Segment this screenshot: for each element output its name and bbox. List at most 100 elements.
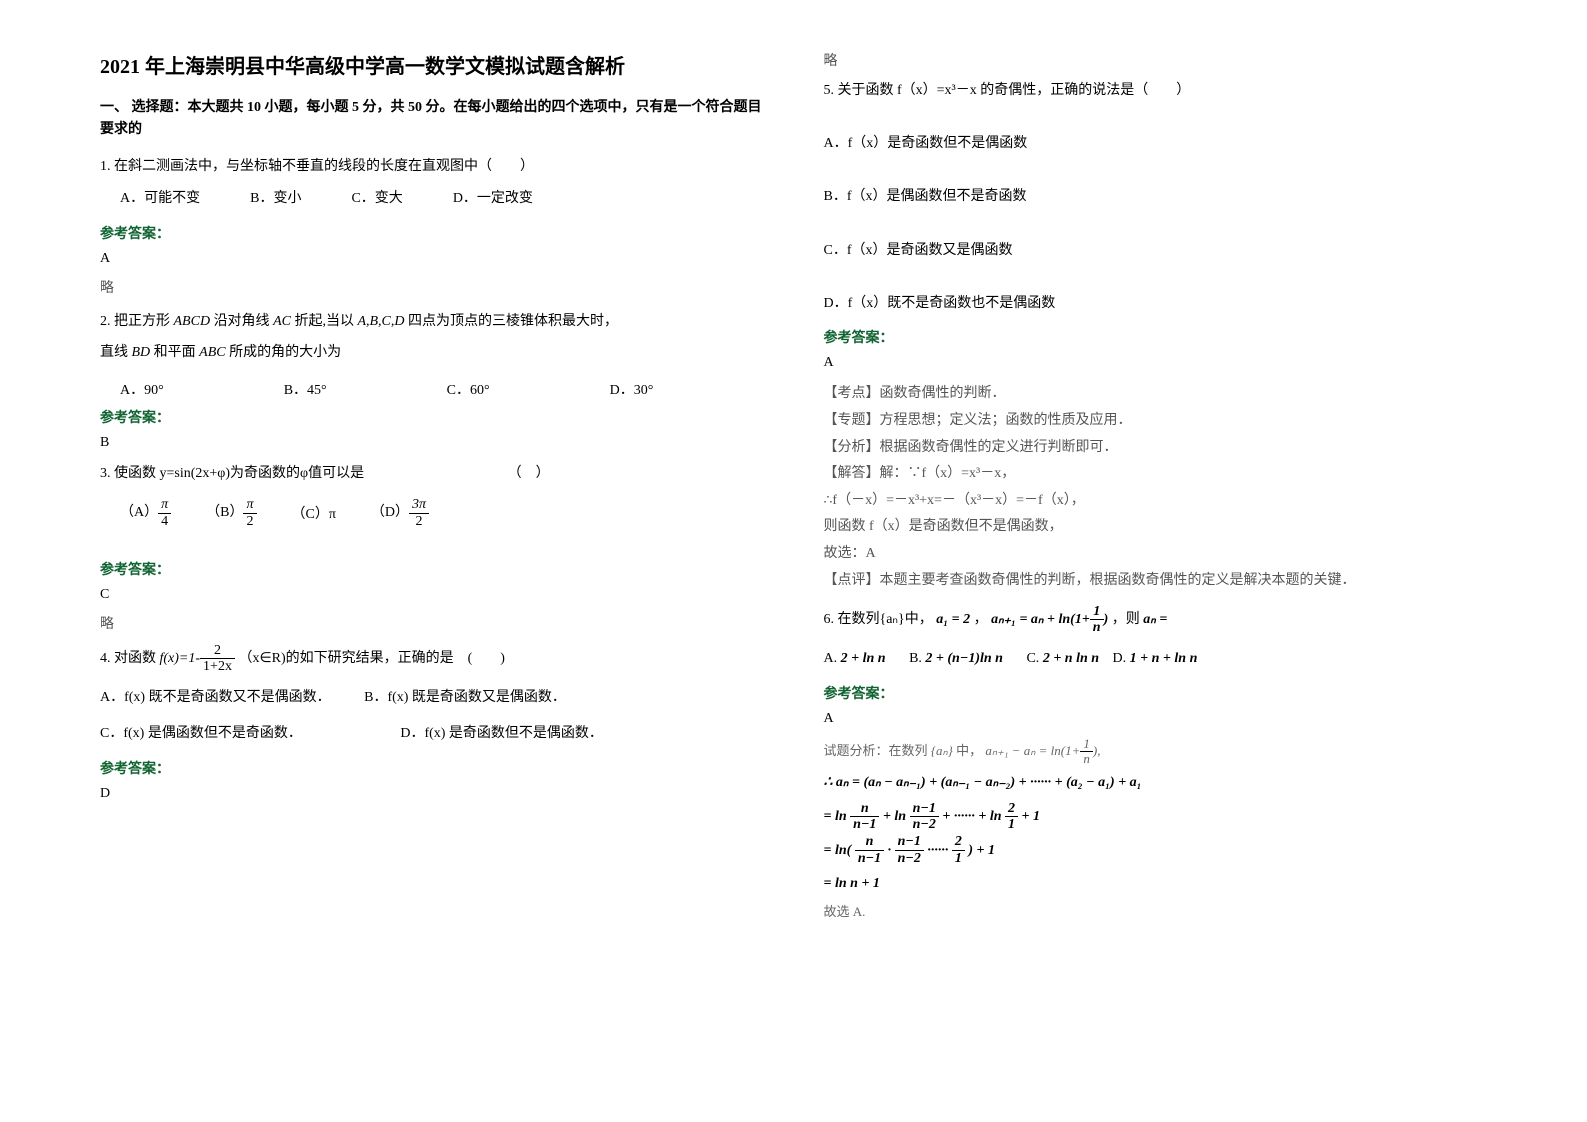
- q5-opt-b: B．f（x）是偶函数但不是奇函数: [824, 184, 1488, 211]
- q5-text: 5. 关于函数 f（x）=x³－x 的奇偶性，正确的说法是（ ）: [824, 78, 1488, 105]
- q4-ans-label: 参考答案：: [100, 758, 764, 778]
- q6-mid2: ，则: [1112, 612, 1140, 627]
- q6-mid1: ，: [974, 612, 988, 627]
- q5-opt-d: D．f（x）既不是奇函数也不是偶函数: [824, 291, 1488, 318]
- q4-pre: 4. 对函数: [100, 651, 156, 666]
- q6-fx-mid: 中，: [956, 743, 982, 758]
- q2-t3: 折起,当以: [291, 314, 358, 329]
- q3-a-pre: （A）: [120, 505, 158, 520]
- q1-options: A．可能不变 B．变小 C．变大 D．一定改变: [100, 186, 764, 213]
- q3-b-pre: （B）: [206, 505, 243, 520]
- q3-opt-b: （B）π2: [206, 497, 256, 529]
- q1-opt-a: A．可能不变: [120, 186, 200, 213]
- q2-l2c: 所成的角的大小为: [226, 345, 342, 360]
- section-1-header: 一、 选择题：本大题共 10 小题，每小题 5 分，共 50 分。在每小题给出的…: [100, 97, 764, 142]
- q3-ans: C: [100, 587, 764, 603]
- q3-blank: （ ）: [508, 466, 550, 481]
- q2-t1: 2. 把正方形: [100, 314, 174, 329]
- question-4: 4. 对函数 f(x)=1-21+2x （x∈R)的如下研究结果，正确的是 ( …: [100, 643, 764, 675]
- q6-opt-b: B. 2 + (n−1)ln n: [909, 651, 1003, 666]
- q6-fx-eq: aₙ₊₁ − aₙ = ln(1+1n),: [985, 743, 1100, 758]
- q6-step3: = ln( nn−1 · n−1n−2 ······ 21 ) + 1: [824, 834, 1488, 868]
- q2-options: A．90° B．45° C．60° D．30°: [100, 379, 764, 399]
- q4-row2: C．f(x) 是偶函数但不是奇函数． D．f(x) 是奇函数但不是偶函数．: [100, 721, 764, 748]
- q3-text: 3. 使函数 y=sin(2x+φ)为奇函数的φ值可以是: [100, 466, 364, 481]
- q4-ans: D: [100, 786, 764, 802]
- q5-ans: A: [824, 355, 1488, 371]
- q6-analysis: 试题分析：在数列 {aₙ} 中， aₙ₊₁ − aₙ = ln(1+1n),: [824, 737, 1488, 767]
- q5-jd2: ∴f（－x）=－x³+x=－（x³－x）=－f（x），: [824, 488, 1488, 515]
- q5-jd1: 【解答】解：∵f（x）=x³－x，: [824, 461, 1488, 488]
- q5-opt-c: C．f（x）是奇函数又是偶函数: [824, 238, 1488, 265]
- question-3: 3. 使函数 y=sin(2x+φ)为奇函数的φ值可以是 （ ）: [100, 461, 764, 488]
- q6-fx-pre: 试题分析：在数列: [824, 743, 928, 758]
- right-note0: 略: [824, 50, 1488, 70]
- q4-post: （x∈R)的如下研究结果，正确的是 ( ): [238, 651, 505, 666]
- question-2: 2. 把正方形 ABCD 沿对角线 AC 折起,当以 A,B,C,D 四点为顶点…: [100, 307, 764, 369]
- q1-opt-d: D．一定改变: [453, 186, 533, 213]
- q2-l2b: 和平面: [150, 345, 199, 360]
- q2-opt-a: A．90°: [120, 379, 164, 399]
- q3-ans-label: 参考答案：: [100, 559, 764, 579]
- q2-t4: 四点为顶点的三棱锥体积最大时，: [405, 314, 619, 329]
- q6-optC-val: 2 + n ln n: [1043, 651, 1099, 666]
- q6-step1: ∴ aₙ = (aₙ − aₙ₋₁) + (aₙ₋₁ − aₙ₋₂) + ···…: [824, 766, 1488, 800]
- q2-l2a: 直线: [100, 345, 132, 360]
- q3-d-pre: （D）: [371, 505, 409, 520]
- q5-kp: 【考点】函数奇偶性的判断．: [824, 381, 1488, 408]
- q4-opt-a: A．f(x) 既不是奇函数又不是偶函数．: [100, 690, 331, 705]
- q4-opt-c: C．f(x) 是偶函数但不是奇函数．: [100, 726, 302, 741]
- question-5: 5. 关于函数 f（x）=x³－x 的奇偶性，正确的说法是（ ） A．f（x）是…: [824, 78, 1488, 317]
- left-column: 2021 年上海崇明县中华高级中学高一数学文模拟试题含解析 一、 选择题：本大题…: [100, 50, 764, 920]
- q6-ans-label: 参考答案：: [824, 683, 1488, 703]
- q6-opt-d: D. 1 + n + ln n: [1113, 651, 1198, 666]
- question-6: 6. 在数列{aₙ}中， a₁ = 2 ， aₙ₊₁ = aₙ + ln(1+1…: [824, 604, 1488, 636]
- q6-options: A. 2 + ln n B. 2 + (n−1)ln n C. 2 + n ln…: [824, 646, 1488, 673]
- q4-opt-d: D．f(x) 是奇函数但不是偶函数．: [400, 726, 603, 741]
- q6-optD-val: 1 + n + ln n: [1130, 651, 1198, 666]
- q2-opt-c: C．60°: [447, 379, 490, 399]
- q6-optB-val: 2 + (n−1)ln n: [925, 651, 1003, 666]
- q2-t2: 沿对角线: [210, 314, 273, 329]
- q2-abcd2: A,B,C,D: [357, 314, 404, 329]
- q1-note: 略: [100, 277, 764, 297]
- q2-ans-label: 参考答案：: [100, 407, 764, 427]
- q3-opt-a: （A）π4: [120, 497, 171, 529]
- q6-fx-set: {aₙ}: [931, 743, 953, 758]
- q6-a1: a₁ = 2: [936, 612, 970, 627]
- question-1: 1. 在斜二测画法中，与坐标轴不垂直的线段的长度在直观图中（ ） A．可能不变 …: [100, 154, 764, 213]
- q6-opt-c: C. 2 + n ln n: [1026, 651, 1099, 666]
- doc-title: 2021 年上海崇明县中华高级中学高一数学文模拟试题含解析: [100, 50, 764, 79]
- q5-jd4: 故选：A: [824, 541, 1488, 568]
- q6-steps: ∴ aₙ = (aₙ − aₙ₋₁) + (aₙ₋₁ − aₙ₋₂) + ···…: [824, 766, 1488, 900]
- q2-ans: B: [100, 435, 764, 451]
- q5-explain: 【考点】函数奇偶性的判断． 【专题】方程思想；定义法；函数的性质及应用． 【分析…: [824, 381, 1488, 594]
- q6-opt-a: A. 2 + ln n: [824, 651, 886, 666]
- q6-pre: 6. 在数列{aₙ}中，: [824, 612, 933, 627]
- q5-zt: 【专题】方程思想；定义法；函数的性质及应用．: [824, 408, 1488, 435]
- q2-abcd: ABCD: [174, 314, 211, 329]
- q1-text: 1. 在斜二测画法中，与坐标轴不垂直的线段的长度在直观图中（ ）: [100, 154, 764, 181]
- q2-bd: BD: [132, 345, 151, 360]
- q4-opt-b: B．f(x) 既是奇函数又是偶函数．: [364, 690, 566, 705]
- q2-opt-b: B．45°: [284, 379, 327, 399]
- q6-fx-eq-l: aₙ₊₁ − aₙ = ln(1+: [985, 743, 1080, 758]
- q2-opt-d: D．30°: [610, 379, 654, 399]
- right-column: 略 5. 关于函数 f（x）=x³－x 的奇偶性，正确的说法是（ ） A．f（x…: [824, 50, 1488, 920]
- q4-fx: f(x)=1-: [160, 651, 201, 666]
- q6-rec-l: aₙ₊₁ = aₙ + ln(1+: [991, 612, 1090, 627]
- q5-ans-label: 参考答案：: [824, 327, 1488, 347]
- q5-fx: 【分析】根据函数奇偶性的定义进行判断即可．: [824, 435, 1488, 462]
- q4-row1: A．f(x) 既不是奇函数又不是偶函数． B．f(x) 既是奇函数又是偶函数．: [100, 685, 764, 712]
- q2-abc: ABC: [199, 345, 225, 360]
- q6-optA-val: 2 + ln n: [841, 651, 886, 666]
- q3-options: （A）π4 （B）π2 （C）π （D）3π2: [100, 497, 764, 529]
- q6-ans: A: [824, 711, 1488, 727]
- q6-step4: = ln n + 1: [824, 867, 1488, 901]
- q5-dp: 【点评】本题主要考查函数奇偶性的判断，根据函数奇偶性的定义是解决本题的关键．: [824, 568, 1488, 595]
- q6-final: 故选 A.: [824, 901, 1488, 920]
- q3-opt-d: （D）3π2: [371, 497, 429, 529]
- q6-an: aₙ =: [1143, 612, 1167, 627]
- q3-note: 略: [100, 613, 764, 633]
- q1-ans-label: 参考答案：: [100, 223, 764, 243]
